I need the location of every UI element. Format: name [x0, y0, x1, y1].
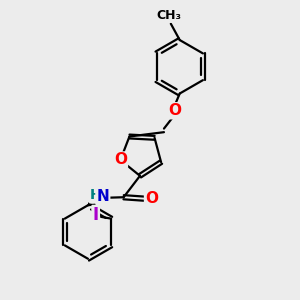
Text: H: H: [90, 188, 102, 203]
Text: I: I: [93, 206, 99, 224]
Text: N: N: [96, 189, 109, 204]
Text: O: O: [145, 191, 158, 206]
Text: CH₃: CH₃: [157, 9, 182, 22]
Text: O: O: [168, 103, 181, 118]
Text: O: O: [114, 152, 127, 167]
